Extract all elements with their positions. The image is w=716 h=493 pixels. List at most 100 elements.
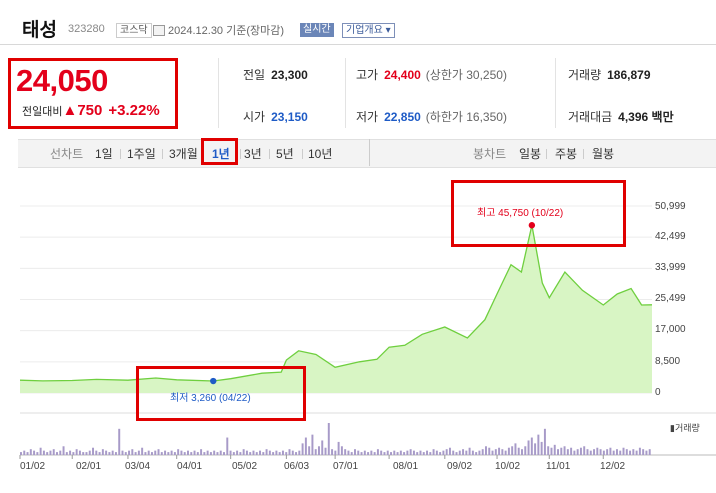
tab-monthly[interactable]: 월봉 [592,147,615,161]
volume-bar [216,452,219,455]
stat-value: 186,879 [607,68,651,82]
volume-bar [108,452,111,455]
tab-daily[interactable]: 일봉 [519,147,542,161]
volume-bar [317,446,320,455]
volume-bar [511,446,514,455]
volume-bar [229,450,232,455]
volume-bar [373,452,376,455]
volume-bar [429,452,432,455]
y-tick-label: 33,999 [655,262,686,273]
stat-volume: 거래량 186,879 [568,66,651,83]
volume-bar [144,452,147,455]
realtime-button[interactable]: 실시간 [300,23,334,37]
corp-info-dropdown[interactable]: 기업개요 ▾ [342,23,395,38]
volume-bar [56,452,58,455]
volume-bar [291,450,294,455]
volume-bar [530,437,533,455]
volume-bar [507,447,510,455]
volume-bar [498,447,501,455]
volume-bar [160,452,163,455]
volume-bar [540,441,543,455]
volume-bar [95,450,98,455]
volume-bar [209,452,212,455]
volume-bar [65,452,68,455]
volume-bar [167,452,170,455]
volume-bar [422,452,425,455]
volume-bar [190,452,193,455]
volume-bar [203,452,206,455]
volume-bar [311,434,314,455]
low-point [210,377,217,385]
tab-1w[interactable]: 1주일 [127,147,156,161]
volume-bar [635,450,638,455]
header-divider [0,44,716,45]
volume-bar [226,437,229,455]
volume-bar [278,452,281,455]
volume-bar [537,434,540,455]
volume-bar [638,447,641,455]
volume-bar [275,450,278,455]
volume-bar [36,452,39,455]
volume-bar [98,452,101,455]
volume-bar [468,447,471,455]
stock-header: 태성 323280 코스닥 2024.12.30 기준(장마감) 실시간 기업개… [0,0,716,44]
volume-bar [426,450,429,455]
volume-bar [560,447,563,455]
volume-bar [501,449,504,455]
stat-label: 고가 [356,68,379,82]
volume-bar [557,449,560,455]
volume-bar [458,450,461,455]
tab-weekly[interactable]: 주봉 [555,147,578,161]
volume-bar [213,450,216,455]
tab-10y[interactable]: 10년 [308,147,333,161]
volume-bar [370,450,373,455]
volume-bar [223,452,225,455]
volume-bar [409,449,412,455]
low-annotation: 최저 3,260 (04/22) [170,393,251,404]
tab-1y[interactable]: 1년 [212,147,230,161]
low-highlight-box [136,366,306,421]
volume-bar [583,446,586,455]
stat-trade-value: 거래대금 4,396 백만 [568,108,674,125]
volume-bar [118,428,121,455]
volume-bar [236,450,239,455]
volume-bar [471,450,474,455]
volume-bar [121,450,124,455]
volume-bar [612,450,615,455]
tab-3m[interactable]: 3개월 [169,147,198,161]
tab-5y[interactable]: 5년 [276,147,294,161]
change-value: ▲750 [62,102,103,119]
high-point [528,222,536,229]
volume-bar [252,450,255,455]
volume-bar [69,450,72,455]
y-tick-label: 42,499 [655,231,686,242]
volume-bar [386,450,389,455]
x-tick-label: 08/01 [393,461,419,472]
volume-bar [448,447,451,455]
volume-bar [576,449,579,455]
y-tick-label: 8,500 [655,356,681,367]
stat-label: 전일 [243,68,266,82]
volume-bar [553,444,556,455]
volume-bar [547,446,550,455]
volume-bar [570,447,573,455]
volume-bar [62,446,65,455]
volume-bar [23,450,26,455]
volume-bar [416,452,419,455]
stat-open: 시가 23,150 [243,108,308,125]
volume-bar [403,452,406,455]
stat-value: 23,150 [271,110,308,124]
x-tick-label: 03/04 [125,461,151,472]
divider [583,149,584,159]
volume-bar [455,452,458,455]
volume-bar [488,447,491,455]
tab-1d[interactable]: 1일 [95,147,113,161]
tab-3y[interactable]: 3년 [244,147,262,161]
volume-bar [619,450,622,455]
volume-bar [52,449,55,455]
volume-bar [259,450,262,455]
volume-bar [249,452,252,455]
high-annotation: 최고 45,750 (10/22) [477,208,564,219]
volume-bar [304,437,307,455]
volume-bar [92,447,95,455]
